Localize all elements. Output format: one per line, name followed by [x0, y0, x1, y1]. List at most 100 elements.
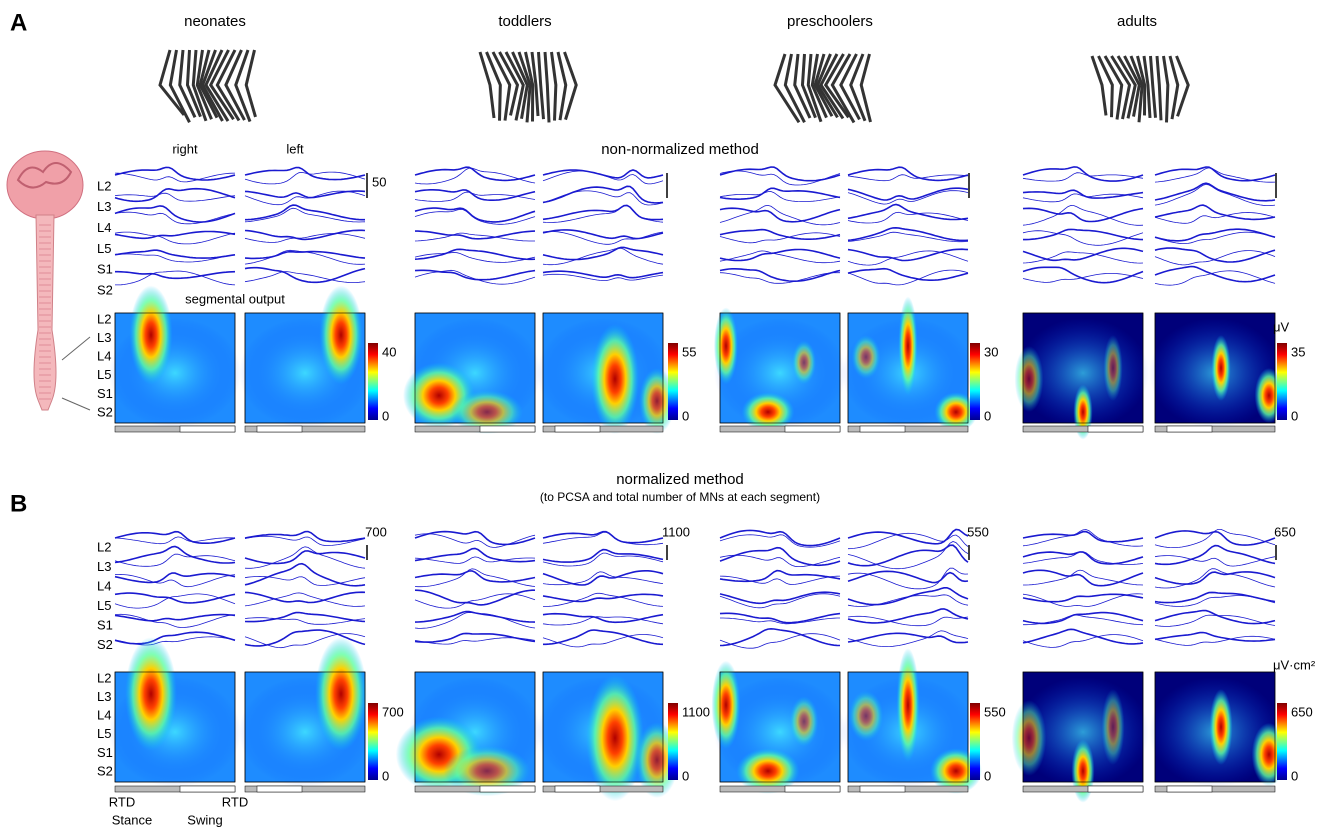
segment-label: L2 — [97, 178, 111, 193]
segment-label: S2 — [97, 282, 113, 297]
emg-trace — [115, 206, 235, 222]
section-title: normalized method — [616, 471, 744, 488]
heatmap-hotspot — [1209, 689, 1232, 765]
emg-trace — [415, 270, 535, 284]
emg-trace — [543, 550, 663, 563]
segment-label: S2 — [97, 637, 113, 652]
emg-trace — [245, 191, 365, 198]
emg-trace — [245, 234, 365, 243]
emg-trace — [245, 592, 365, 602]
stick-limb — [539, 52, 544, 119]
gait-swing — [257, 426, 302, 432]
segment-label: L4 — [97, 220, 111, 235]
heatmap-hotspot — [129, 286, 172, 385]
colorbar-unit: μV·cm² — [1273, 657, 1316, 672]
emg-trace — [415, 208, 535, 222]
heatmap-hotspot — [790, 696, 819, 747]
colorbar — [1277, 343, 1287, 420]
emg-trace — [115, 193, 235, 201]
emg-trace — [543, 247, 663, 259]
gait-label: Swing — [187, 812, 222, 827]
emg-trace — [1155, 251, 1275, 265]
emg-trace — [245, 576, 365, 585]
emg-trace — [543, 614, 663, 623]
emg-trace — [848, 191, 968, 205]
group-title: preschoolers — [787, 13, 873, 30]
colorbar-max: 40 — [382, 344, 396, 359]
emg-trace — [115, 212, 235, 224]
emg-trace — [1155, 611, 1275, 624]
segment-label: L4 — [97, 578, 111, 593]
stick-limb — [1151, 56, 1156, 118]
emg-trace — [245, 191, 365, 205]
side-label: right — [172, 141, 198, 156]
colorbar — [970, 703, 980, 780]
gait-swing — [785, 786, 840, 792]
emg-trace — [245, 252, 365, 259]
colorbar — [970, 343, 980, 420]
stick-limb — [1164, 56, 1168, 122]
emg-trace — [1155, 213, 1275, 224]
colorbar — [668, 343, 678, 420]
emg-trace — [1155, 205, 1275, 219]
emg-trace — [115, 614, 235, 627]
emg-trace — [1023, 613, 1143, 624]
emg-trace — [1155, 267, 1275, 282]
gait-swing — [785, 426, 840, 432]
emg-trace — [543, 532, 663, 543]
segment-label: L4 — [97, 349, 111, 364]
emg-trace — [415, 270, 535, 279]
emg-trace — [115, 173, 235, 182]
colorbar-min: 0 — [682, 408, 689, 423]
colorbar-min: 0 — [682, 768, 689, 783]
emg-trace — [1023, 635, 1143, 648]
emg-trace — [1155, 248, 1275, 262]
emg-trace — [848, 545, 968, 566]
gait-label: Stance — [112, 812, 152, 827]
emg-trace — [543, 572, 663, 585]
heatmap-hotspot — [1071, 739, 1094, 802]
heatmap-hotspot — [591, 324, 639, 434]
group-title: toddlers — [498, 13, 551, 30]
segment-label: L4 — [97, 708, 111, 723]
emg-trace — [543, 230, 663, 239]
emg-trace — [1155, 531, 1275, 545]
emg-trace — [115, 272, 235, 279]
gait-label: RTD — [109, 794, 135, 809]
emg-trace — [720, 634, 840, 649]
emg-trace — [848, 188, 968, 200]
heatmap-hotspot — [1211, 335, 1230, 401]
gait-swing — [1167, 786, 1212, 792]
heatmap-hotspot — [1101, 689, 1124, 765]
group-title: adults — [1117, 13, 1157, 30]
gait-swing — [180, 426, 235, 432]
colorbar-min: 0 — [984, 768, 991, 783]
spine-illustration — [7, 151, 90, 410]
heatmap-hotspot — [1103, 335, 1122, 401]
segment-label: L3 — [97, 199, 111, 214]
emg-trace — [543, 205, 663, 222]
segment-label: S1 — [97, 617, 113, 632]
segment-label: L5 — [97, 598, 111, 613]
emg-trace — [115, 593, 235, 603]
heatmap-hotspot — [319, 286, 362, 385]
emg-trace — [415, 190, 535, 200]
emg-trace — [115, 554, 235, 566]
figure: A B non-normalized method normalized met… — [0, 0, 1343, 832]
gait-swing — [860, 426, 905, 432]
emg-trace — [115, 632, 235, 644]
gait-label: RTD — [222, 794, 248, 809]
emg-trace — [848, 609, 968, 623]
colorbar-max: 55 — [682, 344, 696, 359]
emg-trace — [245, 268, 365, 283]
gait-swing — [1088, 786, 1143, 792]
emg-trace — [415, 532, 535, 545]
emg-trace — [1023, 532, 1143, 542]
emg-trace — [848, 205, 968, 220]
emg-trace — [720, 535, 840, 547]
heatmap-hotspot — [315, 637, 367, 751]
gait-swing — [860, 786, 905, 792]
emg-trace — [848, 633, 968, 642]
emg-trace — [720, 629, 840, 646]
emg-trace — [848, 568, 968, 589]
